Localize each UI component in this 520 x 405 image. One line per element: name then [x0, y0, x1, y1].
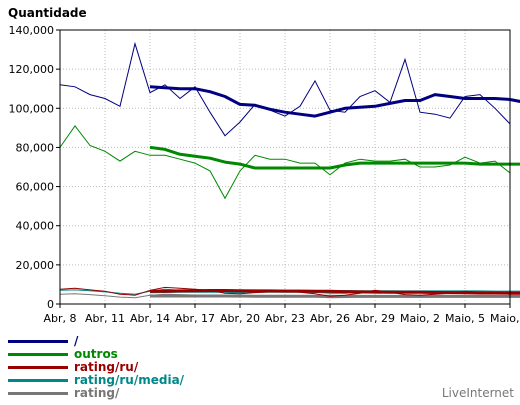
- legend-label: rating/ru/: [74, 360, 139, 374]
- y-axis-title: Quantidade: [8, 6, 87, 20]
- series-trend-line: [149, 85, 520, 118]
- y-tick-label: 60,000: [16, 181, 55, 194]
- y-tick-label: 40,000: [16, 220, 55, 233]
- legend-label: rating/ru/media/: [74, 373, 185, 387]
- series-group: [59, 41, 520, 299]
- series-line: [59, 41, 511, 137]
- x-tick-label: Abr, 26: [310, 312, 350, 325]
- series-line: [59, 125, 511, 200]
- y-tick-label: 80,000: [16, 141, 55, 154]
- legend-item: outros: [8, 347, 118, 361]
- y-tick-label: 120,000: [9, 63, 55, 76]
- legend-swatch: [8, 391, 68, 395]
- y-tick-label: 0: [47, 298, 54, 311]
- x-tick-label: Maio, 2: [400, 312, 440, 325]
- x-tick-label: Abr, 8: [43, 312, 76, 325]
- plot-frame: [59, 29, 511, 305]
- legend-item: rating/: [8, 386, 119, 400]
- x-tick-label: Abr, 29: [355, 312, 395, 325]
- x-tick-label: Abr, 14: [130, 312, 170, 325]
- legend-item: rating/ru/: [8, 360, 138, 374]
- y-tick-label: 140,000: [9, 24, 55, 37]
- x-tick-label: Abr, 20: [220, 312, 260, 325]
- legend-swatch: [8, 365, 68, 369]
- legend-swatch: [8, 378, 68, 382]
- y-tick-label: 100,000: [9, 102, 55, 115]
- x-tick-label: Abr, 17: [175, 312, 215, 325]
- x-tick-label: Abr, 23: [265, 312, 305, 325]
- legend-swatch: [8, 339, 68, 343]
- series-trend-line: [150, 289, 520, 295]
- series-trend-line: [149, 145, 520, 170]
- legend-item: /: [8, 334, 78, 348]
- x-tick-label: Maio, 5: [445, 312, 485, 325]
- legend-swatch: [8, 352, 68, 356]
- x-axis-ticks: Abr, 8 Abr, 11 Abr, 14 Abr, 17 Abr, 20 Abr, 2…: [43, 304, 520, 325]
- legend-label: rating/: [74, 386, 120, 400]
- x-tick-label: Maio, 8: [490, 312, 520, 325]
- legend-label: /: [74, 334, 79, 348]
- x-tick-label: Abr, 11: [85, 312, 125, 325]
- brand-label: LiveInternet: [441, 386, 514, 400]
- legend-label: outros: [74, 347, 118, 361]
- y-axis-ticks: 0 20,000 40,000 60,000 80,000 100,000 120,000 1…: [9, 24, 60, 311]
- y-tick-label: 20,000: [16, 259, 55, 272]
- legend-item: rating/ru/media/: [8, 373, 184, 387]
